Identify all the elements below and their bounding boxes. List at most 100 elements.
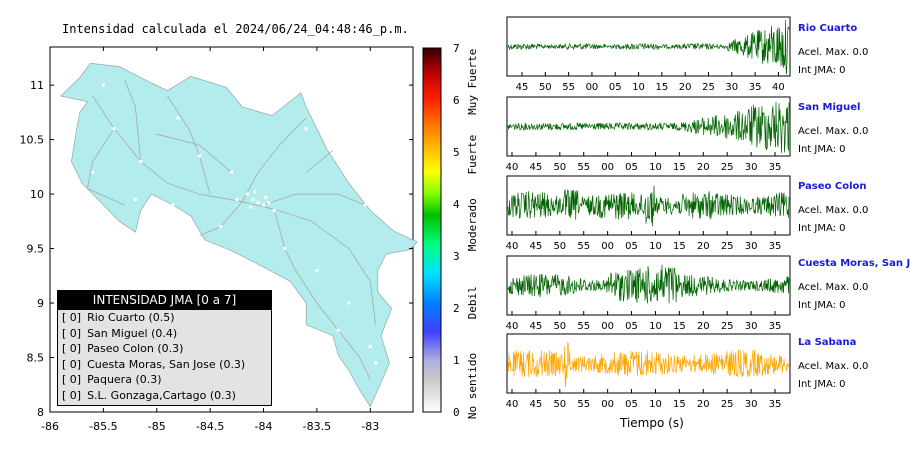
time-tick-label: 25 xyxy=(721,162,734,173)
time-tick-label: 35 xyxy=(769,399,782,410)
station-dot xyxy=(246,192,249,196)
station-name: Rio Cuarto xyxy=(798,23,858,34)
legend-row: [ 0] San Miguel (0.4) xyxy=(58,326,271,342)
station-acel: Acel. Max. 0.0 xyxy=(798,205,869,216)
x-tick-label: -83 xyxy=(361,420,379,433)
waveform-trace xyxy=(507,185,790,227)
time-tick-label: 30 xyxy=(725,82,738,93)
time-tick-label: 35 xyxy=(769,241,782,252)
time-tick-label: 45 xyxy=(530,399,543,410)
waveform-trace xyxy=(507,341,790,388)
road-2 xyxy=(263,193,366,206)
legend-row: [ 0] S.L. Gonzaga,Cartago (0.3) xyxy=(58,388,271,404)
map-title: Intensidad calculada el 2024/06/24_04:48… xyxy=(62,22,409,36)
station-dot xyxy=(374,361,378,365)
station-dot xyxy=(176,116,180,120)
colorbar-labels: No sentido Debil Moderado Fuerte Muy Fuerte xyxy=(466,49,479,419)
colorbar-tick-label: 0 xyxy=(453,406,460,419)
station-dot xyxy=(139,159,143,163)
colorbar-label: Debil xyxy=(466,286,479,319)
legend-row: [ 0] Paseo Colon (0.3) xyxy=(58,341,271,357)
panel-frame xyxy=(506,255,791,316)
station-dot xyxy=(262,203,265,207)
time-tick-label: 45 xyxy=(530,162,543,173)
station-jma: Int JMA: 0 xyxy=(798,144,846,155)
time-tick-label: 35 xyxy=(769,162,782,173)
time-tick-label: 00 xyxy=(586,82,599,93)
time-tick-label: 20 xyxy=(697,321,710,332)
time-tick-label: 10 xyxy=(649,241,662,252)
station-dot xyxy=(368,345,372,349)
station-dot xyxy=(198,154,201,158)
time-tick-label: 15 xyxy=(673,162,686,173)
time-tick-label: 25 xyxy=(721,399,734,410)
road-1 xyxy=(241,117,307,202)
station-acel: Acel. Max. 0.0 xyxy=(798,47,869,58)
legend-row: [ 0] Rio Cuarto (0.5) xyxy=(58,310,271,326)
station-dot xyxy=(171,203,175,207)
y-tick-label: 9 xyxy=(37,297,44,310)
station-dot xyxy=(347,301,351,305)
time-tick-label: 10 xyxy=(649,162,662,173)
time-tick-label: 40 xyxy=(506,399,519,410)
station-dot xyxy=(336,328,340,332)
legend-jma: [ 0] xyxy=(62,311,82,324)
x-tick-label: -84 xyxy=(255,420,273,433)
intensity-colorbar xyxy=(422,47,442,413)
time-tick-label: 15 xyxy=(673,241,686,252)
legend-station: Cuesta Moras, San Jose (0.3) xyxy=(87,357,246,371)
legend-jma: [ 0] xyxy=(62,388,82,402)
colorbar-tick-label: 5 xyxy=(453,146,460,159)
legend-row: [ 0] Paquera (0.3) xyxy=(58,372,271,388)
legend-station: Paquera (0.3) xyxy=(87,373,162,386)
road-9 xyxy=(305,150,334,173)
y-tick-label: 8 xyxy=(37,406,44,419)
colorbar-tick-label: 1 xyxy=(453,354,460,367)
station-name: La Sabana xyxy=(798,337,857,348)
station-dot xyxy=(101,83,105,87)
time-tick-label: 55 xyxy=(577,241,590,252)
time-tick-label: 25 xyxy=(702,82,715,93)
legend-jma: [ 0] xyxy=(62,373,82,386)
station-dot xyxy=(253,190,257,194)
x-tick-label: -86 xyxy=(41,420,59,433)
time-tick-label: 15 xyxy=(673,321,686,332)
costa-rica-land xyxy=(59,62,418,408)
y-tick-label: 9.5 xyxy=(27,243,45,256)
colorbar-label: Muy Fuerte xyxy=(466,49,479,115)
time-tick-label: 10 xyxy=(649,399,662,410)
costa-rica-outline xyxy=(59,62,418,408)
seismogram-panel: 40 45 50 55 00 05 10 15 20 25 30 35 xyxy=(506,333,791,410)
y-tick-label: 8.5 xyxy=(27,352,45,365)
time-tick-label: 00 xyxy=(601,399,614,410)
time-tick-label: 50 xyxy=(539,82,552,93)
legend-station: Rio Cuarto (0.5) xyxy=(87,311,175,324)
station-dot xyxy=(304,127,308,131)
time-tick-label: 40 xyxy=(506,241,519,252)
station-jma: Int JMA: 0 xyxy=(798,379,846,390)
time-tick-label: 05 xyxy=(625,162,638,173)
seismogram-panel: 40 45 50 55 00 05 10 15 20 25 30 35 xyxy=(506,255,791,332)
colorbar-ticks: 0 1 2 3 4 5 6 7 xyxy=(453,42,460,419)
time-tick-label: 00 xyxy=(601,162,614,173)
time-tick-label: 45 xyxy=(530,321,543,332)
waveform-trace xyxy=(507,101,790,153)
station-dot xyxy=(256,201,260,205)
time-tick-label: 55 xyxy=(577,321,590,332)
time-tick-label: 20 xyxy=(697,399,710,410)
y-tick-label: 10 xyxy=(30,188,44,201)
time-tick-label: 00 xyxy=(601,321,614,332)
colorbar-tick-label: 7 xyxy=(453,42,460,55)
waveform-trace xyxy=(507,264,790,304)
time-tick-label: 10 xyxy=(649,321,662,332)
time-tick-label: 35 xyxy=(749,82,762,93)
time-tick-label: 30 xyxy=(745,162,758,173)
time-tick-label: 55 xyxy=(577,399,590,410)
time-tick-label: 45 xyxy=(516,82,529,93)
x-tick-label: -85.5 xyxy=(89,420,117,433)
time-tick-label: 20 xyxy=(697,241,710,252)
time-tick-label: 55 xyxy=(577,162,590,173)
station-dot xyxy=(272,208,276,212)
station-acel: Acel. Max. 0.0 xyxy=(798,126,869,137)
time-tick-label: 05 xyxy=(625,321,638,332)
